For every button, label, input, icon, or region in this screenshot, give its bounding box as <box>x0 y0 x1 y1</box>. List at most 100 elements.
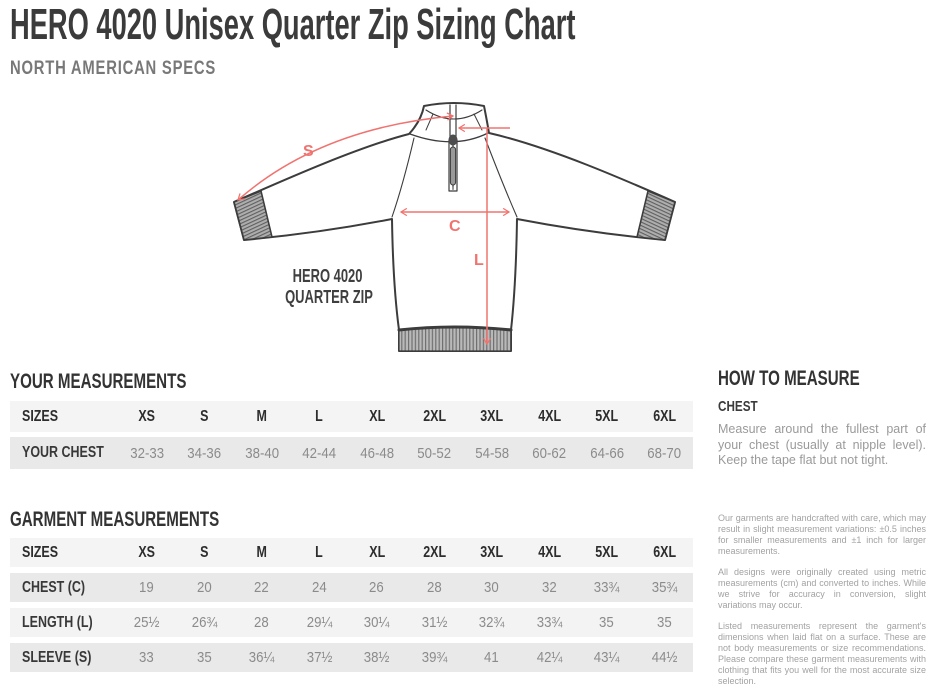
measurement-arrows <box>237 112 511 346</box>
length-l: 29¼ <box>290 608 348 637</box>
chest-row: CHEST (C) 19 20 22 24 26 28 30 32 33¾ 35… <box>10 573 693 602</box>
garment-label: HERO 4020 QUARTER ZIP <box>268 266 388 308</box>
disclaimer-paragraph: Listed measurements represent the garmen… <box>718 621 926 686</box>
column-header-xl: XL <box>348 401 406 432</box>
sleeve-l: 37½ <box>290 643 348 672</box>
how-to-measure-subheading: CHEST <box>718 398 758 415</box>
how-to-measure-body: Measure around the fullest part of your … <box>718 422 926 467</box>
how-to-measure-heading: HOW TO MEASURE <box>718 367 860 390</box>
hem-band <box>398 326 512 352</box>
hem-top-line <box>397 325 513 332</box>
quarter-zip-illustration: S C L <box>233 102 676 352</box>
column-header-2xl: 2XL <box>405 538 463 567</box>
column-header-5xl: 5XL <box>578 401 636 432</box>
how-to-measure-section: HOW TO MEASURE CHEST Measure around the … <box>718 368 926 469</box>
column-header-s: S <box>175 401 233 432</box>
column-header-xs: XS <box>118 538 176 567</box>
length-s: 26¾ <box>175 608 233 637</box>
column-header-sizes: SIZES <box>10 401 118 432</box>
length-6xl: 35 <box>635 608 693 637</box>
chest-xl: 26 <box>348 573 406 602</box>
garment-measurements-header-row: SIZES XS S M L XL 2XL 3XL 4XL 5XL 6XL <box>10 538 693 567</box>
disclaimer-paragraph: Our garments are handcrafted with care, … <box>718 513 926 556</box>
length-2xl: 31½ <box>405 608 463 637</box>
sleeve-4xl: 42¼ <box>520 643 578 672</box>
your-chest-xl: 46-48 <box>348 437 406 469</box>
your-chest-l: 42-44 <box>290 437 348 469</box>
column-header-2xl: 2XL <box>405 401 463 432</box>
chest-5xl: 33¾ <box>578 573 636 602</box>
your-measurements-header-row: SIZES XS S M L XL 2XL 3XL 4XL 5XL 6XL <box>10 401 693 432</box>
chest-arrow-label: C <box>449 218 461 235</box>
chest-s: 20 <box>175 573 233 602</box>
your-chest-3xl: 54-58 <box>463 437 521 469</box>
your-measurements-heading: YOUR MEASUREMENTS <box>10 370 187 393</box>
your-chest-m: 38-40 <box>233 437 291 469</box>
your-chest-row: YOUR CHEST 32-33 34-36 38-40 42-44 46-48… <box>10 437 693 469</box>
your-chest-5xl: 64-66 <box>578 437 636 469</box>
arrow-labels: S C L <box>303 143 484 269</box>
length-5xl: 35 <box>578 608 636 637</box>
length-arrow-label: L <box>474 252 484 269</box>
sleeve-row: SLEEVE (S) 33 35 36¼ 37½ 38½ 39¾ 41 42¼ … <box>10 643 693 672</box>
disclaimer-section: Our garments are handcrafted with care, … <box>718 513 926 692</box>
your-chest-xs: 32-33 <box>118 437 176 469</box>
sleeve-2xl: 39¾ <box>405 643 463 672</box>
right-cuff <box>636 190 676 241</box>
column-header-3xl: 3XL <box>463 538 521 567</box>
length-row: LENGTH (L) 25½ 26¾ 28 29¼ 30¼ 31½ 32¾ 33… <box>10 608 693 637</box>
sleeve-5xl: 43¼ <box>578 643 636 672</box>
row-label-your-chest: YOUR CHEST <box>10 437 118 469</box>
sleeve-xs: 33 <box>118 643 176 672</box>
chest-3xl: 30 <box>463 573 521 602</box>
sleeve-xl: 38½ <box>348 643 406 672</box>
sleeve-3xl: 41 <box>463 643 521 672</box>
column-header-sizes: SIZES <box>10 538 118 567</box>
column-header-4xl: 4XL <box>520 538 578 567</box>
sleeve-arrow-label: S <box>303 143 314 160</box>
column-header-s: S <box>175 538 233 567</box>
your-measurements-table: SIZES XS S M L XL 2XL 3XL 4XL 5XL 6XL YO… <box>10 396 693 474</box>
column-header-4xl: 4XL <box>520 401 578 432</box>
your-chest-2xl: 50-52 <box>405 437 463 469</box>
zipper-slider <box>448 134 458 146</box>
chest-4xl: 32 <box>520 573 578 602</box>
garment-label-line2: QUARTER ZIP <box>285 287 373 307</box>
garment-measurements-table: SIZES XS S M L XL 2XL 3XL 4XL 5XL 6XL CH… <box>10 532 693 678</box>
column-header-l: L <box>290 538 348 567</box>
column-header-xl: XL <box>348 538 406 567</box>
zipper-pull-tab <box>449 146 457 186</box>
column-header-xs: XS <box>118 401 176 432</box>
garment-label-line1: HERO 4020 <box>293 266 363 286</box>
page-subtitle: NORTH AMERICAN SPECS <box>10 58 217 79</box>
chest-6xl: 35¾ <box>635 573 693 602</box>
chest-l: 24 <box>290 573 348 602</box>
column-header-6xl: 6XL <box>635 538 693 567</box>
your-chest-6xl: 68-70 <box>635 437 693 469</box>
disclaimer-paragraph: All designs were originally created usin… <box>718 567 926 610</box>
your-chest-s: 34-36 <box>175 437 233 469</box>
length-4xl: 33¾ <box>520 608 578 637</box>
row-label-length: LENGTH (L) <box>10 608 118 637</box>
column-header-6xl: 6XL <box>635 401 693 432</box>
length-xs: 25½ <box>118 608 176 637</box>
column-header-l: L <box>290 401 348 432</box>
sleeve-m: 36¼ <box>233 643 291 672</box>
sleeve-s: 35 <box>175 643 233 672</box>
row-label-chest: CHEST (C) <box>10 573 118 602</box>
row-label-sleeve: SLEEVE (S) <box>10 643 118 672</box>
length-m: 28 <box>233 608 291 637</box>
chest-m: 22 <box>233 573 291 602</box>
length-xl: 30¼ <box>348 608 406 637</box>
column-header-5xl: 5XL <box>578 538 636 567</box>
length-3xl: 32¾ <box>463 608 521 637</box>
sleeve-6xl: 44½ <box>635 643 693 672</box>
your-chest-4xl: 60-62 <box>520 437 578 469</box>
garment-measurements-heading: GARMENT MEASUREMENTS <box>10 508 220 531</box>
column-header-m: M <box>233 538 291 567</box>
sleeve-measure-arrow <box>237 112 455 201</box>
chest-2xl: 28 <box>405 573 463 602</box>
page-title: HERO 4020 Unisex Quarter Zip Sizing Char… <box>10 0 576 49</box>
column-header-3xl: 3XL <box>463 401 521 432</box>
